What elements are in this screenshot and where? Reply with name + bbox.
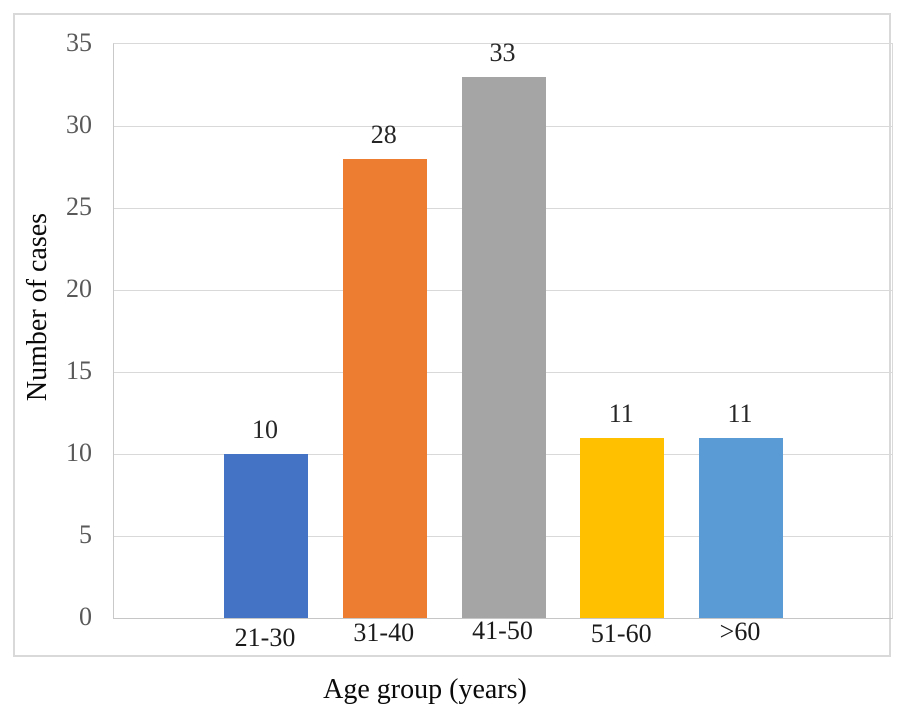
x-axis-title: Age group (years) bbox=[323, 674, 527, 705]
y-tick-label: 20 bbox=[66, 274, 92, 303]
bar-31-40 bbox=[342, 158, 427, 618]
value-label: 10 bbox=[252, 415, 278, 444]
bar-41-50 bbox=[461, 76, 546, 618]
value-label: 11 bbox=[608, 398, 634, 428]
x-category-label: 51-60 bbox=[590, 619, 652, 648]
x-category-label: 41-50 bbox=[472, 616, 533, 645]
value-label: 33 bbox=[489, 37, 516, 67]
y-tick-label: 15 bbox=[66, 356, 92, 385]
bar-51-60 bbox=[580, 437, 665, 618]
y-tick-label: 25 bbox=[66, 192, 92, 221]
value-label: 11 bbox=[727, 398, 753, 428]
y-tick-label: 30 bbox=[66, 110, 92, 139]
plot-area bbox=[113, 43, 893, 619]
y-tick-label: 5 bbox=[79, 520, 92, 549]
y-tick-label: 10 bbox=[66, 438, 92, 467]
value-label: 28 bbox=[370, 119, 397, 149]
bar->60 bbox=[699, 437, 783, 618]
x-category-label: >60 bbox=[719, 617, 761, 646]
x-category-label: 31-40 bbox=[353, 618, 415, 647]
y-tick-label: 0 bbox=[79, 602, 92, 631]
x-category-label: 21-30 bbox=[234, 623, 296, 652]
bar-21-30 bbox=[224, 454, 308, 618]
y-tick-label: 35 bbox=[66, 28, 92, 57]
